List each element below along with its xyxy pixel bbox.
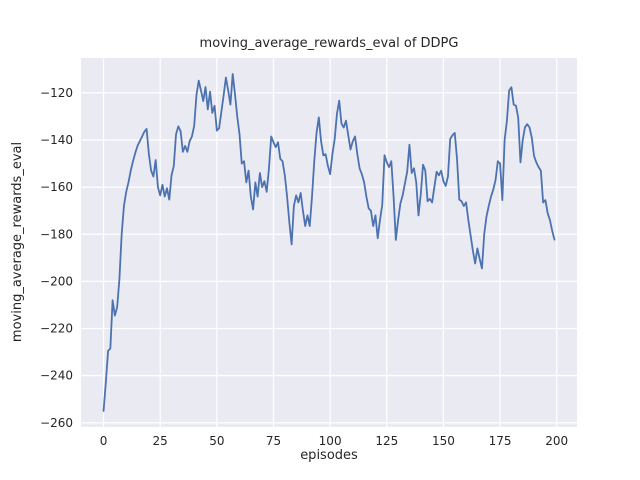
x-axis-label: episodes: [300, 448, 358, 463]
x-tick-label: 25: [153, 434, 168, 448]
x-tick-label: 200: [545, 434, 568, 448]
y-tick-label: −260: [40, 416, 73, 430]
x-tick-label: 75: [266, 434, 281, 448]
y-axis-label: moving_average_rewards_eval: [10, 142, 25, 342]
x-tick-label: 175: [489, 434, 512, 448]
y-tick-label: −220: [40, 322, 73, 336]
data-line-group: [102, 73, 556, 412]
x-tick-label: 50: [209, 434, 224, 448]
chart-title: moving_average_rewards_eval of DDPG: [200, 36, 459, 51]
reward-line: [102, 73, 556, 412]
y-tick-label: −180: [40, 227, 73, 241]
x-tick-label: 125: [375, 434, 398, 448]
y-tick-label: −240: [40, 369, 73, 383]
y-tick-label: −160: [40, 180, 73, 194]
x-tick-label: 150: [432, 434, 455, 448]
y-tick-label: −200: [40, 274, 73, 288]
y-tick-label: −140: [40, 133, 73, 147]
tick-labels: 0 25 50 75 100 125 150 175 200 −120 −140 −160 −180 −2…: [40, 86, 568, 448]
plot-area: [81, 58, 577, 427]
x-tick-label: 100: [319, 434, 342, 448]
y-tick-label: −120: [40, 86, 73, 100]
x-tick-label: 0: [100, 434, 108, 448]
